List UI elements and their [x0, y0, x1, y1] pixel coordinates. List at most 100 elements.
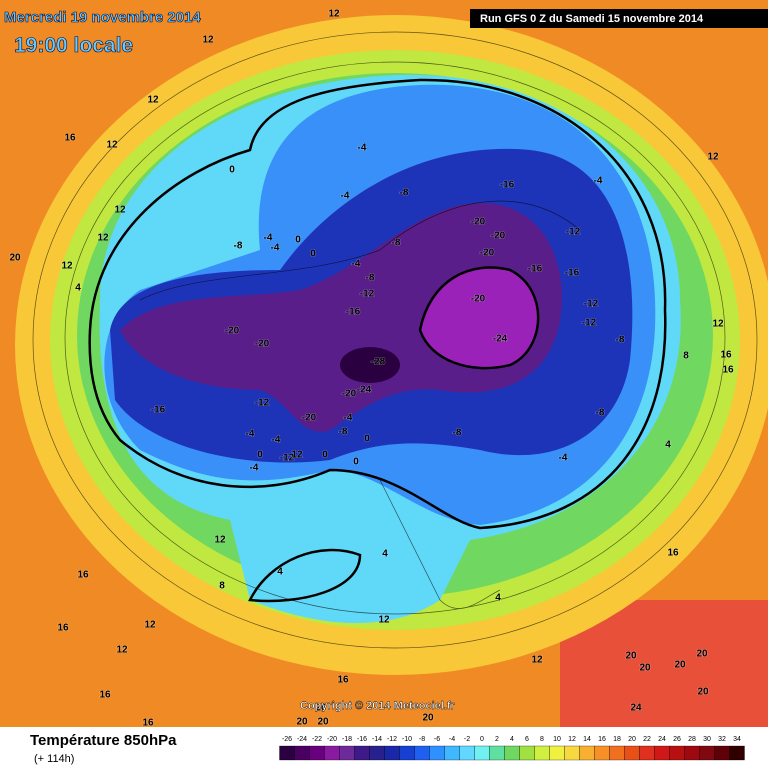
date-line: Mercredi 19 novembre 2014 — [4, 9, 201, 26]
contour-label: 16 — [337, 675, 349, 686]
scale-label: 14 — [583, 736, 591, 743]
scale-label: -12 — [387, 736, 397, 743]
scale-label: 26 — [673, 736, 681, 743]
contour-label: 4 — [75, 283, 81, 294]
contour-label: 16 — [99, 690, 111, 701]
contour-label: 0 — [257, 450, 263, 461]
run-box — [470, 9, 768, 28]
contour-label: -8 — [366, 273, 375, 284]
contour-label: 12 — [291, 450, 303, 461]
contour-label: -12 — [566, 227, 581, 238]
scale-label: 32 — [718, 736, 726, 743]
scale-swatch — [459, 745, 475, 761]
scale-label: 2 — [495, 736, 499, 743]
contour-label: 12 — [202, 35, 214, 46]
contour-label: 12 — [106, 140, 118, 151]
contour-label: 0 — [229, 165, 235, 176]
contour-label: -20 — [471, 294, 486, 305]
contour-label: -8 — [453, 428, 462, 439]
contour-label: 0 — [353, 457, 359, 468]
contour-label: -12 — [584, 299, 599, 310]
contour-label: 20 — [9, 253, 21, 264]
scale-swatch — [429, 745, 445, 761]
contour-label: 20 — [317, 717, 329, 728]
contour-label: -8 — [616, 335, 625, 346]
run-info: Run GFS 0 Z du Samedi 15 novembre 2014 — [480, 13, 704, 25]
contour-label: -4 — [352, 259, 361, 270]
scale-swatch — [504, 745, 520, 761]
scale-swatch — [474, 745, 490, 761]
contour-label: -4 — [272, 435, 281, 446]
contour-label: 20 — [696, 649, 708, 660]
core-dark — [340, 347, 400, 383]
scale-label: 30 — [703, 736, 711, 743]
contour-label: 24 — [630, 703, 642, 714]
contour-label: 16 — [57, 623, 69, 634]
scale-swatch — [684, 745, 700, 761]
scale-swatch — [639, 745, 655, 761]
scale-swatch — [384, 745, 400, 761]
contour-label: -8 — [596, 408, 605, 419]
contour-label: 12 — [328, 9, 340, 20]
scale-label: 8 — [540, 736, 544, 743]
contour-label: -12 — [255, 398, 270, 409]
scale-swatch — [444, 745, 460, 761]
scale-swatch — [579, 745, 595, 761]
core-violet — [420, 267, 539, 369]
contour-label: -4 — [594, 176, 603, 187]
contour-label: -4 — [250, 463, 259, 474]
contour-label: 12 — [97, 233, 109, 244]
scale-swatch — [624, 745, 640, 761]
scale-swatch — [609, 745, 625, 761]
contour-label: 4 — [382, 549, 388, 560]
scale-label: 24 — [658, 736, 666, 743]
contour-label: 20 — [625, 651, 637, 662]
contour-label: -12 — [280, 453, 295, 464]
contour-label: -4 — [271, 243, 280, 254]
scale-swatch — [669, 745, 685, 761]
contour-label: -4 — [344, 413, 353, 424]
scale-swatch — [369, 745, 385, 761]
copyright: Copyright © 2014 Meteociel.fr — [300, 700, 456, 712]
contour-label: 16 — [722, 365, 734, 376]
scale-label: 6 — [525, 736, 529, 743]
contour-label: -20 — [491, 231, 506, 242]
contour-label: 0 — [295, 235, 301, 246]
scale-label: 0 — [480, 736, 484, 743]
scale-swatch — [729, 745, 745, 761]
contour-label: 16 — [667, 548, 679, 559]
time-line: 19:00 locale — [14, 34, 133, 57]
scale-swatch — [324, 745, 340, 761]
contour-label: 12 — [114, 205, 126, 216]
color-scale: -26 -24 -22 -20 -18 -16 -14 -12 -10 -8 -6 -4 -2 0 2 4 6 8… — [279, 736, 745, 761]
scale-label: 18 — [613, 736, 621, 743]
contour-label: 20 — [674, 660, 686, 671]
contour-label: 12 — [707, 152, 719, 163]
legend-title: Température 850hPa — [30, 732, 177, 749]
scale-swatch — [654, 745, 670, 761]
scale-label: 16 — [598, 736, 606, 743]
scale-swatch — [594, 745, 610, 761]
contour-label: 4 — [495, 593, 501, 604]
scale-label: -8 — [419, 736, 425, 743]
contour-label: 12 — [378, 615, 390, 626]
scale-swatch — [549, 745, 565, 761]
scale-label: -14 — [372, 736, 382, 743]
contour-label: 16 — [142, 718, 154, 729]
contour-label: -8 — [339, 427, 348, 438]
contour-label: -4 — [358, 143, 367, 154]
contour-label: -4 — [341, 191, 350, 202]
contour-label: 20 — [296, 717, 308, 728]
scale-label: 12 — [568, 736, 576, 743]
contour-label: -12 — [582, 318, 597, 329]
scale-swatch — [489, 745, 505, 761]
scale-swatch — [399, 745, 415, 761]
contour-label: -20 — [342, 389, 357, 400]
contour-label: -24 — [493, 334, 508, 345]
contour-label: -24 — [357, 385, 372, 396]
contour-label: -20 — [225, 326, 240, 337]
contour-label: -12 — [360, 289, 375, 300]
contour-label: -20 — [480, 248, 495, 259]
scale-label: -10 — [402, 736, 412, 743]
